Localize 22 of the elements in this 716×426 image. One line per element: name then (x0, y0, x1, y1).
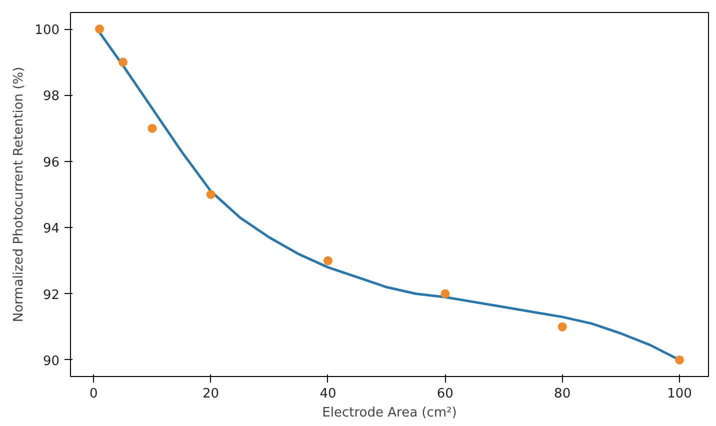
x-tick-label: 80 (554, 386, 571, 402)
point (440, 289, 450, 298)
point (206, 190, 216, 199)
x-tick-label: 40 (320, 386, 336, 402)
point (558, 322, 567, 332)
y-tick-label: 98 (42, 89, 60, 104)
x-tick-label: 20 (202, 386, 220, 402)
y-tick-label: 90 (42, 354, 60, 369)
x-tick-label: 60 (436, 386, 454, 402)
point (675, 355, 684, 364)
point (118, 58, 128, 67)
point (148, 124, 157, 133)
point (323, 256, 332, 266)
x-tick-label: 100 (667, 386, 692, 402)
point (95, 24, 104, 34)
y-tick-label: 92 (42, 288, 60, 303)
y-axis-title: Normalized Photocurrent Retention (%) (12, 66, 27, 322)
y-tick-label: 100 (34, 23, 60, 38)
y-tick-label: 96 (42, 155, 60, 170)
y-tick-label: 94 (42, 222, 60, 237)
x-tick-label: 0 (90, 386, 98, 402)
x-axis-title: Electrode Area (cm²) (322, 406, 457, 420)
